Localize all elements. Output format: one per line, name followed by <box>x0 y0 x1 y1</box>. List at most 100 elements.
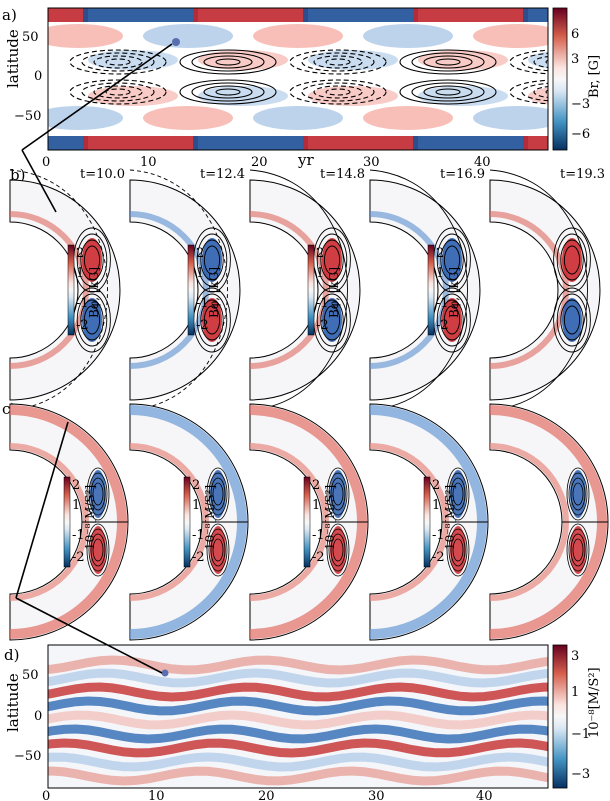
panel-a-ytick: 50 <box>22 30 39 45</box>
d-wave-band <box>48 766 548 786</box>
c-contour <box>212 538 224 562</box>
polar-band-north <box>193 8 248 22</box>
c-contour <box>328 528 348 572</box>
panel-d-bands <box>48 655 548 786</box>
wing-patch-south <box>363 106 453 130</box>
b-field-line <box>436 233 468 287</box>
c-contour <box>568 472 588 516</box>
b-field-line <box>440 299 464 341</box>
b-field-line <box>83 245 101 275</box>
panel-a-marker <box>172 38 180 46</box>
panel-a-cbar-tick: −6 <box>571 127 590 142</box>
b-outer-field-line <box>249 169 348 411</box>
b-field-line <box>320 239 344 281</box>
c-cbar-tick: 2 <box>432 478 440 493</box>
b-field-line <box>323 305 341 335</box>
c-contour <box>566 467 590 521</box>
polar-band-north <box>48 8 88 22</box>
b-field-line <box>320 299 344 341</box>
c-shell <box>9 403 129 641</box>
panel-d-ytick: 0 <box>34 709 42 724</box>
c-contour <box>86 523 110 577</box>
wing-patch-south <box>48 106 123 130</box>
polar-band-north <box>523 8 548 22</box>
wing-patch-south <box>473 106 548 130</box>
panel-d-cbar-tick: −3 <box>571 767 590 782</box>
c-cbar-tick: 2 <box>312 478 320 493</box>
polar-band-south <box>468 136 528 150</box>
toroidal-contour-north <box>301 52 375 72</box>
b-outer-field-line <box>9 169 108 411</box>
toroidal-contour-north <box>289 49 387 75</box>
panel-a-label: a) <box>2 6 17 24</box>
annotation-arrows <box>15 43 173 674</box>
panel-a-plot <box>48 8 548 150</box>
c-lobe-south <box>570 526 586 574</box>
wing-patch-north <box>48 24 123 48</box>
c-contour <box>452 482 464 506</box>
panel-c: c) 21-1-210⁻⁸[M/S²] 21-1-210⁻⁸[M/S²] 21-1-… <box>2 400 609 641</box>
c-contour <box>208 528 228 572</box>
c-contour <box>570 533 586 567</box>
panel-d-cbar-tick: 3 <box>571 649 579 664</box>
panel-a-xlabel: yr <box>297 151 314 169</box>
b-cbar-tick: -1 <box>196 296 209 311</box>
c-cbar-tick: 1 <box>192 498 200 513</box>
b-time-label: t=14.8 <box>320 167 365 182</box>
polar-band-north <box>413 8 468 22</box>
b-time-label: t=19.3 <box>560 167 605 182</box>
b-cbar-label: Bφ, [kG] <box>327 267 341 318</box>
polar-band-south <box>248 136 308 150</box>
polar-band-south <box>523 136 548 150</box>
polar-band-north <box>468 8 528 22</box>
c-cbar-tick: -1 <box>432 528 445 543</box>
b-shell <box>489 179 601 401</box>
b-field-line <box>316 293 348 347</box>
c-lobe-north <box>90 470 106 518</box>
c-hemisphere: 21-1-210⁻⁸[M/S²] <box>303 403 489 641</box>
arrow-to-c <box>15 421 69 599</box>
toroidal-contour-south <box>399 79 497 105</box>
toroidal-contour-north <box>533 55 548 69</box>
c-cbar-tick: -1 <box>72 528 85 543</box>
b-colorbar <box>307 244 315 336</box>
panel-d-marker <box>161 669 169 677</box>
c-cbar-tick: -2 <box>312 550 325 565</box>
toroidal-contour-north <box>203 55 253 69</box>
panel-d-plot <box>48 645 548 788</box>
b-field-line <box>203 245 221 275</box>
c-colorbar <box>303 476 311 568</box>
b-cbar-tick: -2 <box>316 318 329 333</box>
c-shell <box>489 403 609 641</box>
b-field-line <box>203 305 221 335</box>
polar-band-south <box>83 136 138 150</box>
c-cbar-tick: 2 <box>192 478 200 493</box>
polar-band-south <box>48 136 88 150</box>
panel-c-hemispheres: 21-1-210⁻⁸[M/S²] 21-1-210⁻⁸[M/S²] 21-1-210… <box>9 403 609 641</box>
c-contour <box>330 533 346 567</box>
b-field-line <box>80 299 104 341</box>
c-contour <box>326 467 350 521</box>
wing-patch-mid <box>528 87 548 105</box>
wing-patch-south <box>143 106 233 130</box>
polar-band-south <box>138 136 198 150</box>
wing-patch-north <box>253 24 343 48</box>
c-contour <box>92 538 104 562</box>
panel-d-ylabel: latitude <box>4 673 22 732</box>
c-contour <box>452 538 464 562</box>
c-shell <box>249 403 369 641</box>
arrow-to-d-marker <box>15 597 163 674</box>
c-contour <box>92 482 104 506</box>
c-cbar-label: 10⁻⁸[M/S²] <box>323 485 337 550</box>
panel-d-xtick: 20 <box>258 789 275 801</box>
c-colorbar <box>183 476 191 568</box>
toroidal-contour-north <box>325 58 351 66</box>
toroidal-contour-south <box>435 88 461 96</box>
b-field-line <box>560 239 584 281</box>
b-outer-field-line <box>489 169 588 411</box>
b-cbar-tick: -2 <box>436 318 449 333</box>
c-cbar-tick: -2 <box>192 550 205 565</box>
c-contour <box>328 472 348 516</box>
b-hemisphere: 2 1 -1 -2Bφ, [kG] <box>9 169 121 411</box>
panel-a-cbar-tick: −3 <box>571 97 590 112</box>
